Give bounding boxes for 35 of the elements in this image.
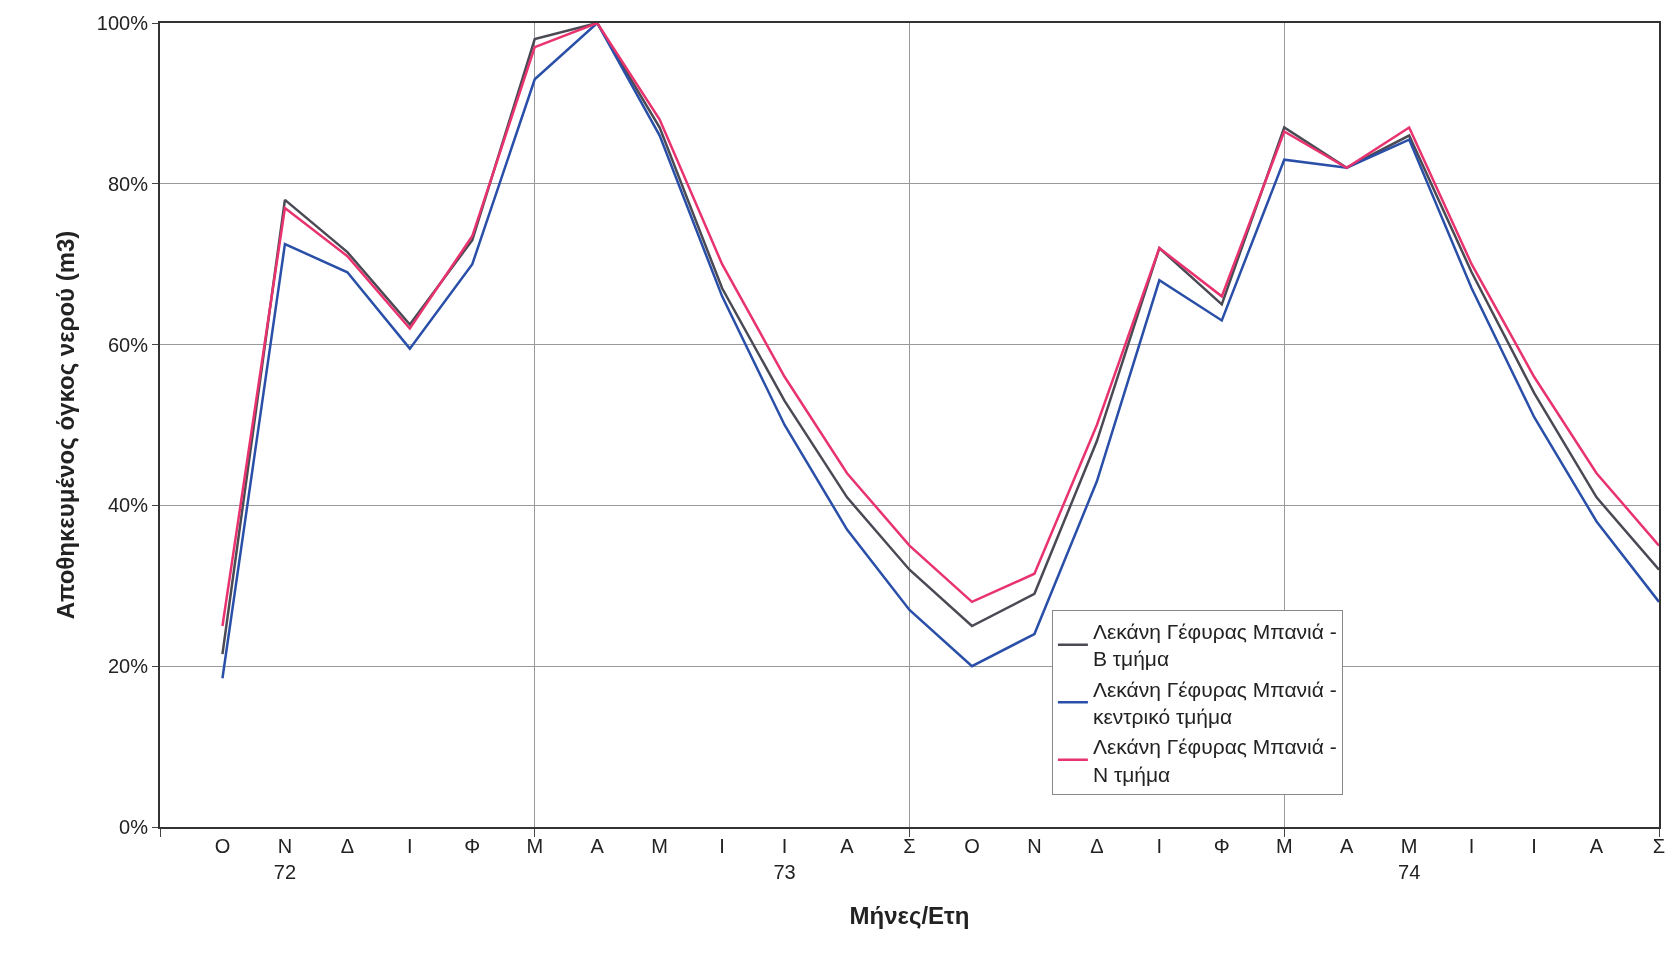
legend-label: Λεκάνη Γέφυρας Μπανιά - Ν τμήμα [1092,735,1337,786]
x-tick-label: Μ [526,835,544,857]
x-tick-label: Ο [214,835,231,857]
x-tick-label: Ν 72 [273,835,297,883]
x-tick-label: Δ [1090,835,1104,857]
x-tick-label: Ι [1531,835,1537,857]
x-axis-title: Μήνες/Ετη [849,901,970,929]
x-tick-label: Σ [1652,835,1666,857]
x-tick-label: Μ [1275,835,1293,857]
x-tick-label: Φ [464,835,481,857]
x-tick-label: Μ [651,835,669,857]
x-tick-label: Μ 74 [1398,835,1421,883]
y-tick-label: 100% [96,12,149,34]
x-tick-label: Ο [964,835,980,857]
x-tick-label: Φ [1213,835,1230,857]
x-tick-label: Δ [340,835,355,857]
x-tick-label: Α [840,835,855,857]
x-tick-label: Ι [719,835,725,857]
y-axis-title: Αποθηκευμένος όγκος νερού (m3) [52,230,80,620]
y-tick-label: 80% [107,172,149,195]
x-tick-label: Α [590,835,605,857]
x-tick-label: Ν [1027,835,1042,857]
y-tick-label: 20% [107,655,149,678]
x-tick-label: Α [1589,835,1604,857]
x-tick-label: Α [1340,835,1355,857]
y-tick-label: 0% [119,816,149,838]
y-tick-label: 60% [107,333,149,356]
x-tick-label: Ι [407,835,413,857]
x-tick-label: Σ [903,835,916,857]
legend-label: Λεκάνη Γέφυρας Μπανιά - κεντρικό τμήμα [1092,677,1337,729]
x-tick-label: Ι [1468,835,1475,857]
legend-label: Λεκάνη Γέφυρας Μπανιά - Β τμήμα [1092,620,1337,671]
x-tick-label: Ι 73 [773,835,796,883]
y-tick-label: 40% [107,494,149,517]
x-tick-label: Ι [1156,835,1163,857]
